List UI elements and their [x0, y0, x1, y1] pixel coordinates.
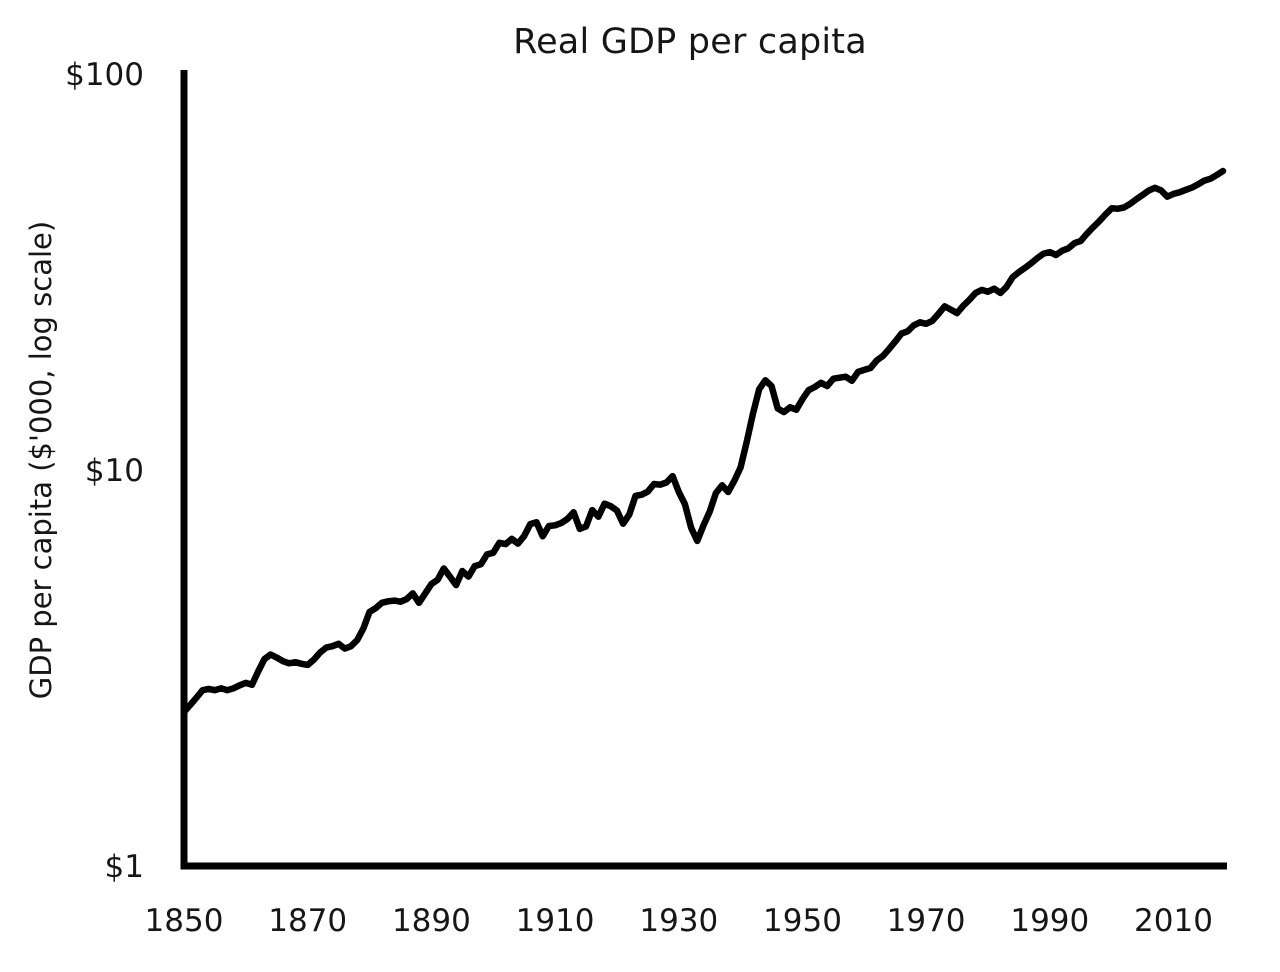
chart-title: Real GDP per capita [513, 22, 867, 62]
y-tick-label-10: $10 [85, 453, 144, 489]
axes-spine [180, 70, 1227, 870]
x-tick-label-1970: 1970 [887, 903, 966, 939]
x-tick-label-1950: 1950 [763, 903, 842, 939]
y-tick-label-1: $1 [105, 849, 144, 885]
x-tick-label-2010: 2010 [1134, 903, 1213, 939]
x-tick-label-1890: 1890 [392, 903, 471, 939]
x-tick-label-1990: 1990 [1010, 903, 1089, 939]
y-tick-label-100: $100 [65, 57, 144, 93]
gdp-line [180, 167, 1227, 716]
x-tick-label-1910: 1910 [516, 903, 595, 939]
x-tick-label-1870: 1870 [268, 903, 347, 939]
x-tick-label-1850: 1850 [145, 903, 224, 939]
x-tick-label-1930: 1930 [639, 903, 718, 939]
